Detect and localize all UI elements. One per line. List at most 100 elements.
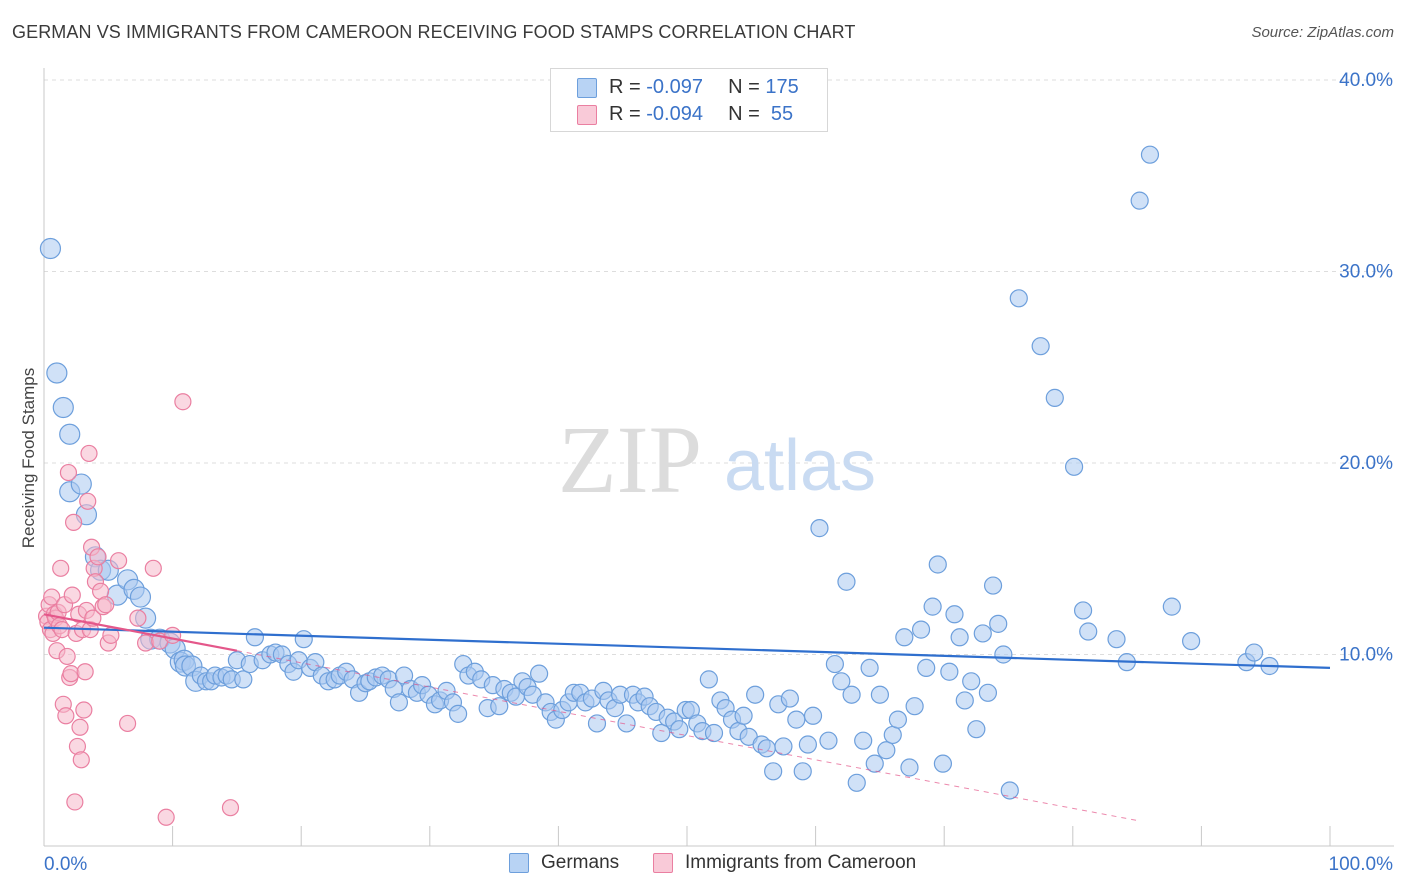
legend-germans-text: R = -0.097 N = 175 [609,76,799,99]
bottom-germans-label: Germans [541,852,620,873]
germans-point [945,605,964,624]
germans-point [1079,622,1098,641]
germans-point [39,237,62,260]
gridlines [44,79,1394,655]
cameroon-point [71,718,89,736]
cameroon-point [57,707,75,725]
germans-point [670,720,689,739]
cameroon-point [157,808,175,826]
germans-point [810,519,829,538]
germans-point [1107,630,1126,649]
cameroon-point [64,513,83,531]
cameroon-point [80,444,98,463]
y-tick-label: 40.0% [1339,70,1393,91]
germans-point [1182,631,1201,651]
cameroon-trend-line [43,613,238,652]
germans-point [530,664,549,683]
trend-lines [43,613,1331,821]
germans-swatch [577,78,597,98]
watermark-zip: ZIP [558,406,702,513]
germans-point [895,628,914,647]
y-axis-label: Receiving Food Stamps [19,368,38,548]
cameroon-swatch [577,105,597,125]
germans-n-label: N = [728,76,766,98]
germans-point [847,773,866,792]
germans-point [860,658,879,678]
y-tick-label: 30.0% [1339,262,1393,283]
cameroon-trend-extension [236,650,1138,821]
cameroon-r-value: -0.094 [646,103,703,125]
germans-point [870,685,890,704]
cameroon-point [144,559,162,577]
germans-point [832,672,851,691]
cameroon-point [59,463,78,482]
cameroon-point [164,626,182,644]
germans-point [59,423,81,445]
germans-point [900,758,919,777]
cameroon-point [53,621,71,639]
germans-point [989,614,1008,633]
cameroon-point [221,799,240,817]
germans-point [490,697,509,716]
germans-point [955,691,974,710]
germans-point [933,754,953,773]
germans-point [940,662,959,681]
germans-point [1000,781,1019,800]
cameroon-point [129,609,147,627]
germans-point [245,628,265,647]
cameroon-point [136,634,155,652]
germans-point [704,723,724,743]
germans-r-value: -0.097 [646,76,703,98]
germans-point [294,630,313,649]
germans-point [617,714,636,733]
legend-cameroon-text: R = -0.094 N = 55 [609,103,793,126]
germans-point [854,731,873,750]
germans-point [803,706,823,725]
germans-point [1162,597,1181,616]
x-tick-label-min: 0.0% [44,854,87,875]
germans-point [1064,457,1084,476]
cameroon-n-label: N = [728,103,766,125]
bottom-germans-swatch [509,853,529,873]
germans-point [877,741,896,760]
y-tick-label: 20.0% [1339,453,1393,474]
germans-point [967,720,986,739]
bottom-cameroon-label: Immigrants from Cameroon [685,852,917,873]
germans-points [39,145,1279,800]
germans-point [950,628,969,647]
cameroon-point [89,548,107,566]
watermark: ZIP atlas [558,406,876,513]
bottom-cameroon-swatch [653,853,673,873]
germans-point [837,572,856,591]
germans-trend-line [43,626,1331,670]
germans-point [962,672,981,691]
x-tick-label-max: 100.0% [1329,854,1394,875]
germans-point [983,576,1003,595]
germans-point [842,685,861,704]
germans-point [888,710,908,729]
cameroon-points [37,393,240,826]
cameroon-point [79,492,97,510]
germans-point [883,725,902,745]
germans-point [1073,601,1093,620]
y-tick-label: 10.0% [1339,645,1393,666]
cameroon-point [75,701,93,719]
germans-point [448,704,468,723]
germans-point [973,624,992,643]
germans-point [46,362,68,384]
axes [43,68,1394,847]
cameroon-r-label: R = [609,103,647,125]
germans-point [70,473,92,495]
germans-point [1045,388,1064,407]
germans-point [793,762,812,781]
germans-point [129,586,152,608]
germans-n-value: 175 [765,76,799,98]
germans-point [774,737,793,756]
germans-point [734,706,753,725]
germans-point [787,710,806,729]
germans-point [819,731,838,750]
germans-point [1245,643,1264,662]
germans-point [994,645,1013,664]
chart-title: GERMAN VS IMMIGRANTS FROM CAMEROON RECEI… [12,22,856,42]
